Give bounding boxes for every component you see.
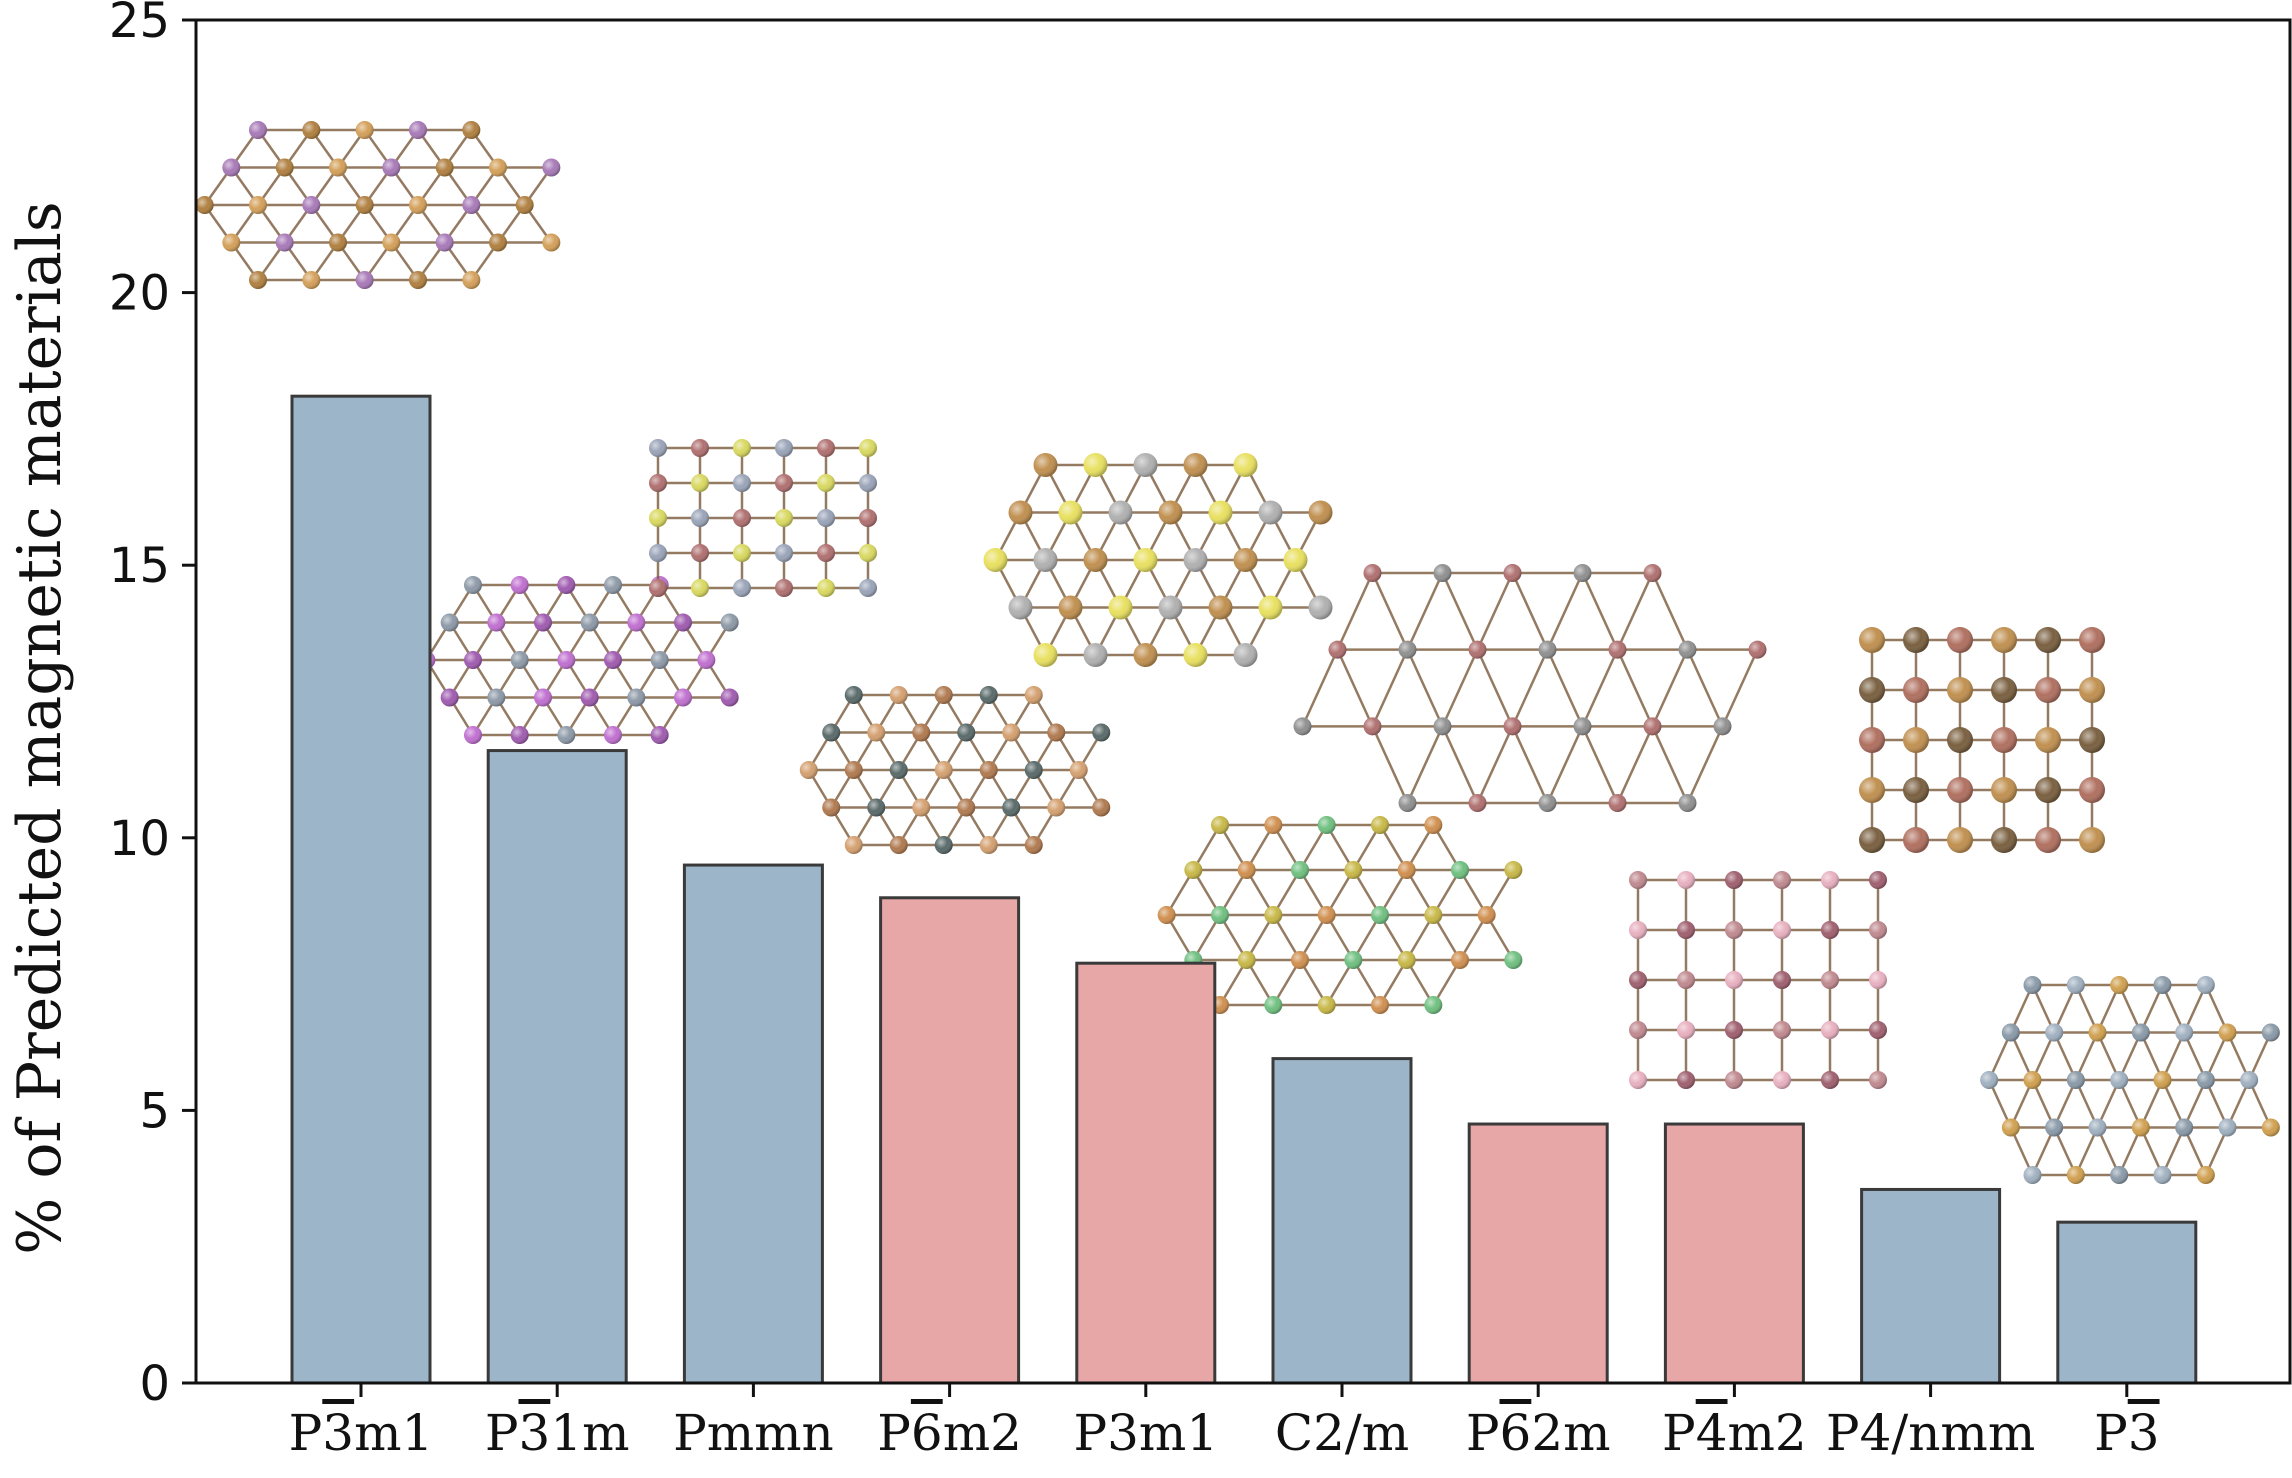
- x-axis-ticks: P3m1 P31m Pmmn P6m2 P3m1 C2/m P62m P4m2 P4/nmm P3: [289, 1383, 2160, 1462]
- plot-frame: [194, 18, 2292, 1385]
- crystal-structure-icon: [1293, 564, 1767, 812]
- crystal-structure-icon: [417, 576, 739, 744]
- bar: [290, 394, 432, 1385]
- y-tick-label: 10: [109, 811, 170, 867]
- bar: [682, 863, 824, 1385]
- crystal-structure-icon: [195, 121, 561, 289]
- bar: [1075, 961, 1217, 1385]
- crystal-structure-icon: [799, 686, 1111, 854]
- y-axis-label: % of Predicted magnetic materials: [5, 201, 75, 1254]
- crystal-structure-icon: [1859, 627, 2105, 853]
- x-tick-label: P6m2: [877, 1404, 1022, 1462]
- x-tick-label: P31m: [485, 1404, 630, 1462]
- crystal-structure-icon: [1629, 871, 1887, 1089]
- y-tick-label: 25: [109, 0, 170, 49]
- crystal-structure-icon: [1980, 976, 2280, 1184]
- x-tick-label: C2/m: [1275, 1404, 1409, 1462]
- crystal-structure-insets: [195, 121, 2280, 1184]
- x-tick-label: P4/nmm: [1826, 1404, 2035, 1462]
- bar: [1860, 1187, 2002, 1385]
- bar: [1467, 1122, 1609, 1385]
- axes: [194, 18, 2292, 1385]
- bar: [879, 896, 1021, 1385]
- bar: [1271, 1057, 1413, 1385]
- x-tick-label: P3: [2094, 1404, 2159, 1462]
- bar: [1663, 1122, 1805, 1385]
- y-tick-label: 15: [109, 538, 170, 594]
- bar: [486, 749, 628, 1385]
- y-tick-label: 0: [139, 1356, 170, 1412]
- bar: [2056, 1220, 2198, 1385]
- crystal-structure-icon: [649, 439, 877, 597]
- y-tick-label: 20: [109, 266, 170, 322]
- y-axis-ticks: 0 5 10 15 20 25: [109, 0, 196, 1412]
- x-tick-label: P62m: [1466, 1404, 1611, 1462]
- x-tick-label: P3m1: [1073, 1404, 1218, 1462]
- x-tick-label: Pmmn: [673, 1404, 834, 1462]
- x-tick-label: P3m1: [289, 1404, 434, 1462]
- y-tick-label: 5: [139, 1083, 170, 1139]
- x-tick-label: P4m2: [1662, 1404, 1807, 1462]
- bars: [290, 394, 2198, 1385]
- crystal-structure-icon: [983, 453, 1333, 667]
